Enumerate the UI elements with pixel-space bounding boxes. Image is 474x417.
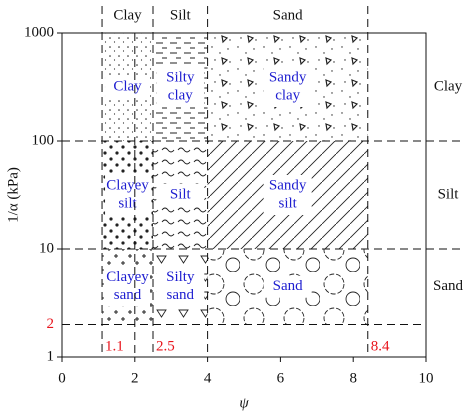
zone-label-bg	[263, 275, 312, 298]
zone-label: Clay	[113, 78, 142, 94]
zone-label: Clayey	[106, 177, 149, 193]
zone-label: Sandy	[269, 69, 307, 85]
zone-label: Silt	[170, 186, 192, 202]
zone-label: silt	[118, 195, 137, 211]
y-axis-label: 1/α (kPa)	[5, 167, 21, 223]
zone-label: Silty	[166, 269, 195, 285]
x-tick-label: 10	[419, 370, 434, 386]
zone-label-bg	[105, 266, 150, 307]
zone-label: Sand	[273, 278, 304, 294]
zone-label-bg	[156, 266, 205, 307]
x-tick-label: 2	[131, 370, 139, 386]
zone-label: silt	[279, 195, 298, 211]
boundary-label: 2.5	[156, 338, 175, 354]
zone-label-bg	[105, 175, 150, 215]
zone-label: Sandy	[269, 177, 307, 193]
boundary-label: 8.4	[371, 338, 390, 354]
zone-label: clay	[168, 87, 193, 103]
column-label: Sand	[273, 7, 304, 23]
zone-label-bg	[263, 67, 312, 107]
zone-layer	[102, 33, 368, 325]
row-label: Clay	[434, 78, 463, 94]
x-tick-label: 6	[277, 370, 285, 386]
y-tick-label: 10	[39, 240, 54, 256]
zone-label-bg	[105, 76, 150, 98]
boundary-label: 1.1	[105, 338, 124, 354]
zone-label: Clayey	[106, 269, 149, 285]
y-tick-label: 100	[32, 132, 55, 148]
zone-label: Silty	[166, 69, 195, 85]
zone-label-bg	[156, 184, 205, 206]
column-label: Silt	[170, 7, 192, 23]
row-label: Silt	[438, 186, 460, 202]
zone-label: sand	[114, 287, 142, 303]
x-tick-label: 0	[58, 370, 66, 386]
boundary-label: 2	[47, 316, 55, 332]
zone-label: sand	[167, 287, 195, 303]
x-tick-label: 8	[349, 370, 357, 386]
zone-label-bg	[263, 175, 312, 215]
x-axis-label: ψ	[239, 395, 249, 411]
y-tick-label: 1	[47, 348, 55, 364]
y-tick-label: 1000	[24, 24, 54, 40]
x-tick-label: 4	[204, 370, 212, 386]
row-label: Sand	[433, 278, 464, 294]
zone-label-bg	[156, 67, 205, 107]
column-label: Clay	[113, 7, 142, 23]
zone-label: clay	[275, 87, 300, 103]
plot-frame	[61, 32, 427, 358]
